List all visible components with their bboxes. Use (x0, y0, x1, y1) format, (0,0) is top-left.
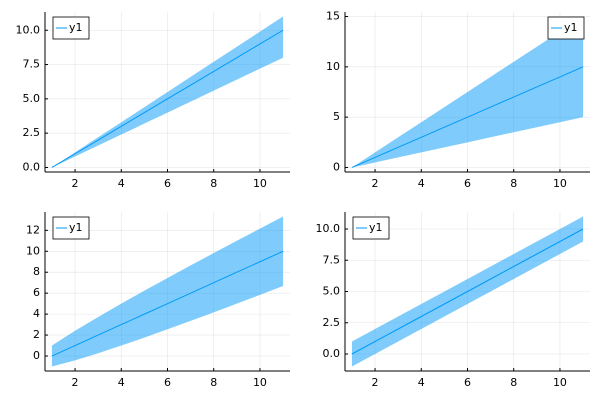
y-tick-label: 10 (26, 244, 40, 257)
y-tick-label: 7.5 (323, 253, 341, 266)
ribbon (351, 16, 584, 168)
x-tick-label: 4 (118, 376, 125, 389)
x-tick-label: 4 (418, 177, 425, 190)
x-tick-label: 6 (464, 376, 471, 389)
x-tick-label: 2 (72, 376, 79, 389)
x-tick-label: 10 (553, 376, 567, 389)
y-tick-label: 7.5 (23, 58, 41, 71)
y-tick-label: 10.0 (16, 23, 41, 36)
y-tick-label: 0.0 (23, 160, 41, 173)
y-tick-label: 10 (326, 60, 340, 73)
y-tick-label: 8 (33, 265, 40, 278)
line (51, 250, 284, 357)
subplot: 2 4 6 8 10 0 2 4 6 8 10 12 y1 (26, 212, 290, 389)
legend-label: y1 (564, 21, 578, 34)
y-tick-label: 2.5 (323, 316, 341, 329)
y-tick-label: 5.0 (323, 285, 341, 298)
subplot: 2 4 6 8 10 0.0 2.5 5.0 7.5 10.0 y1 (316, 212, 590, 389)
legend-label: y1 (69, 221, 83, 234)
subplot: 2 4 6 8 10 0.0 2.5 5.0 7.5 10.0 y1 (16, 12, 290, 190)
x-tick-label: 2 (372, 177, 379, 190)
y-tick-label: 5.0 (23, 92, 41, 105)
y-tick-label: 2 (33, 328, 40, 341)
y-tick-label: 5 (333, 110, 340, 123)
line (351, 66, 584, 168)
legend-box (52, 216, 90, 240)
ribbon (51, 16, 284, 168)
y-tick-label: 2.5 (23, 126, 41, 139)
y-tick-label: 0 (333, 160, 340, 173)
x-tick-label: 4 (418, 376, 425, 389)
legend-box (52, 16, 90, 40)
y-tick-label: 10.0 (316, 222, 341, 235)
y-tick-label: 0 (33, 349, 40, 362)
legend-label: y1 (369, 221, 383, 234)
subplot: 2 4 6 8 10 0 5 10 15 y1 (326, 10, 590, 190)
y-tick-label: 0.0 (323, 347, 341, 360)
y-tick-label: 6 (33, 286, 40, 299)
legend-box (352, 216, 390, 240)
line (351, 228, 584, 355)
ribbon (51, 216, 284, 367)
x-tick-label: 6 (164, 376, 171, 389)
x-tick-label: 2 (72, 177, 79, 190)
y-tick-label: 15 (326, 10, 340, 23)
x-tick-label: 8 (210, 177, 217, 190)
x-tick-label: 10 (253, 177, 267, 190)
x-tick-label: 4 (118, 177, 125, 190)
legend-label: y1 (69, 21, 83, 34)
x-tick-label: 2 (372, 376, 379, 389)
x-tick-label: 8 (210, 376, 217, 389)
x-tick-label: 6 (164, 177, 171, 190)
x-tick-label: 8 (510, 177, 517, 190)
x-tick-label: 6 (464, 177, 471, 190)
legend-box (547, 16, 585, 40)
line (51, 29, 284, 168)
x-tick-label: 10 (553, 177, 567, 190)
x-tick-label: 10 (253, 376, 267, 389)
y-tick-label: 4 (33, 307, 40, 320)
y-tick-label: 12 (26, 223, 40, 236)
x-tick-label: 8 (510, 376, 517, 389)
